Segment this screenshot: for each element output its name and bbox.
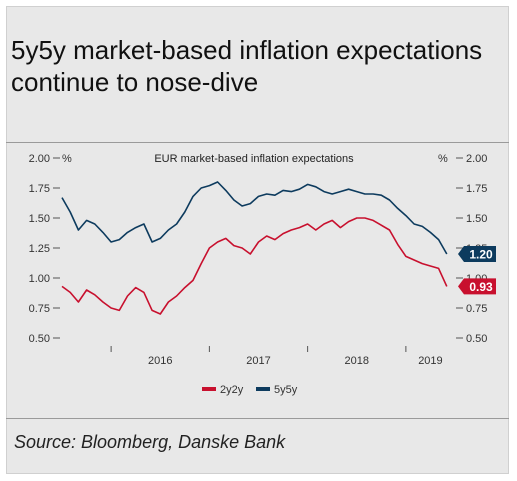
chart-title: EUR market-based inflation expectations <box>154 153 354 165</box>
left-tick-label: 1.50 <box>29 213 50 225</box>
left-tick-label: 1.00 <box>29 273 50 285</box>
headline: 5y5y market-based inflation expectations… <box>11 35 483 97</box>
right-tick-label: 0.75 <box>466 303 487 315</box>
series-line-2y2y <box>61 217 448 315</box>
left-unit-label: % <box>62 153 72 165</box>
source-note: Source: Bloomberg, Danske Bank <box>14 432 286 452</box>
left-tick-label: 1.75 <box>29 183 50 195</box>
end-label-box <box>458 246 496 262</box>
x-axis: 2016 2017 2018 2019 <box>110 346 443 367</box>
end-label-value: 1.20 <box>469 248 493 262</box>
series-line-5y5y <box>61 181 448 255</box>
divider-top <box>6 142 509 143</box>
legend-label: 5y5y <box>274 384 298 396</box>
legend-item-5y5y: 5y5y <box>256 384 298 396</box>
end-label-2y2y: 0.93 <box>458 278 496 295</box>
year-label: 2019 <box>418 355 442 367</box>
series-lines <box>61 181 448 315</box>
left-axis: 2.00 1.75 1.50 1.25 1.00 0.75 0.50 <box>29 153 60 345</box>
legend-swatch <box>202 387 216 391</box>
right-tick-label: 2.00 <box>466 153 487 165</box>
right-tick-label: 1.75 <box>466 183 487 195</box>
end-label-box <box>458 278 496 295</box>
divider-bottom <box>6 418 509 419</box>
end-label-5y5y: 1.20 <box>458 246 496 262</box>
end-labels: 0.93 1.20 <box>458 246 496 295</box>
end-label-value: 0.93 <box>469 280 493 294</box>
left-tick-label: 2.00 <box>29 153 50 165</box>
legend: 2y2y 5y5y <box>202 384 298 396</box>
right-tick-label: 1.50 <box>466 213 487 225</box>
legend-item-2y2y: 2y2y <box>202 384 244 396</box>
year-label: 2017 <box>246 355 270 367</box>
right-unit-label: % <box>438 153 448 165</box>
chart-panel <box>6 6 509 474</box>
left-tick-label: 0.75 <box>29 303 50 315</box>
left-tick-label: 0.50 <box>29 333 50 345</box>
legend-label: 2y2y <box>220 384 244 396</box>
left-tick-label: 1.25 <box>29 243 50 255</box>
legend-swatch <box>256 387 270 391</box>
year-label: 2016 <box>148 355 172 367</box>
year-label: 2018 <box>345 355 369 367</box>
right-tick-label: 0.50 <box>466 333 487 345</box>
